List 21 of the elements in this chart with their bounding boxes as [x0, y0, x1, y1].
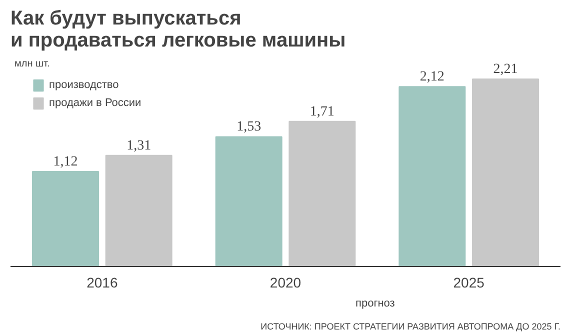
data-label: 1,53 [236, 120, 262, 135]
text: ИСТОЧНИК: ПРОЕКТ СТРАТЕГИИ РАЗВИТИЯ АВТОПРОМА ДО 2025 Г. [260, 322, 561, 332]
data-label: 2,12 [420, 70, 444, 85]
x-tick-label: 2020 [270, 274, 302, 290]
bar [105, 154, 172, 266]
data-label: 1,31 [126, 138, 152, 154]
legend-label: производство [49, 79, 119, 91]
legend-label: продажи в России [49, 97, 142, 109]
text: млн шт. [14, 58, 50, 70]
x-tick-label: 2025 [453, 274, 485, 290]
data-label: 1,12 [53, 154, 78, 170]
bar [398, 86, 466, 266]
bar [288, 120, 356, 266]
bar [215, 136, 282, 266]
x-tick-label: 2016 [86, 274, 118, 290]
chart-title: Как будут выпускаться и продаваться легковые машины [10, 8, 346, 52]
bar [472, 78, 539, 266]
data-label: 1,71 [310, 104, 334, 120]
data-label: 2,21 [493, 62, 518, 77]
bar [32, 170, 99, 266]
text: прогноз [356, 298, 395, 310]
